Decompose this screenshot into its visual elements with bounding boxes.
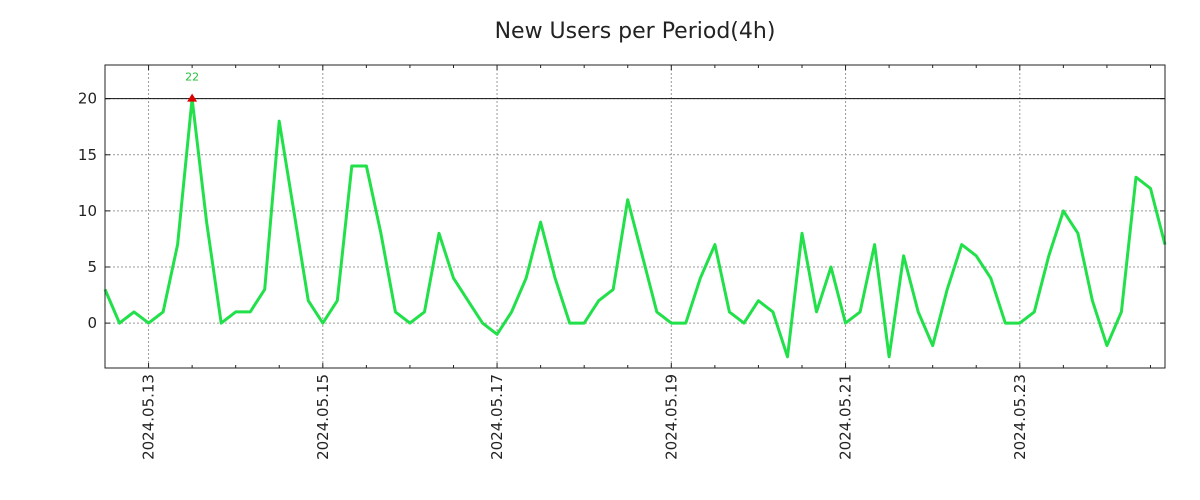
chart-title: New Users per Period(4h) [495, 19, 776, 44]
peak-marker [187, 93, 198, 102]
x-axis: 2024.05.13 2024.05.15 2024.05.17 2024.05.19… [104, 65, 1151, 460]
peak-label: 22 [185, 71, 199, 84]
y-tick-label: 15 [78, 146, 97, 164]
x-tick-label: 2024.05.17 [488, 374, 506, 460]
x-tick-label: 2024.05.19 [662, 374, 680, 460]
x-tick-label: 2024.05.13 [140, 374, 158, 460]
x-tick-label: 2024.05.21 [837, 374, 855, 460]
y-tick-label: 20 [78, 90, 97, 108]
series-line [103, 97, 1167, 359]
y-tick-label: 10 [78, 202, 97, 220]
x-tick-label: 2024.05.15 [314, 374, 332, 460]
peak-annotation: 22 [185, 71, 199, 102]
plot-frame [104, 64, 1166, 369]
y-tick-label: 0 [87, 314, 97, 332]
series-group [103, 97, 1167, 359]
y-axis: 0 5 10 15 20 [78, 90, 1165, 332]
x-tick-label: 2024.05.23 [1011, 374, 1029, 460]
y-tick-label: 5 [87, 258, 97, 276]
